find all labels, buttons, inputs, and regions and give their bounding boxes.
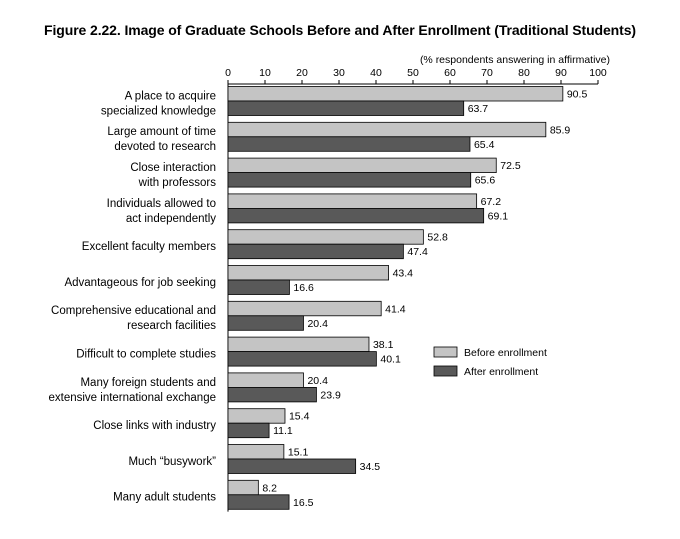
category-label: act independently — [126, 213, 216, 225]
chart-title: Figure 2.22. Image of Graduate Schools B… — [44, 22, 636, 38]
bar-before — [227, 444, 285, 460]
category-labels: A place to acquire specialized knowledge L… — [48, 90, 216, 503]
bar-before — [227, 193, 478, 209]
value-label-after: 34.5 — [360, 461, 381, 473]
bar-after — [227, 422, 270, 439]
bar-after — [227, 172, 472, 188]
x-tick-label: 40 — [370, 67, 382, 79]
bar-after — [227, 494, 290, 510]
x-tick-label: 70 — [481, 67, 493, 79]
bar-after — [227, 100, 465, 116]
bar-after — [227, 279, 290, 295]
category-label: Advantageous for job seeking — [64, 277, 216, 289]
value-label-before: 15.1 — [288, 447, 309, 459]
bar-before — [227, 408, 286, 424]
value-label-after: 63.7 — [468, 103, 489, 115]
bar-before — [227, 121, 547, 138]
category-label: extensive international exchange — [48, 392, 216, 404]
bar-before — [227, 300, 382, 317]
x-tick-label: 100 — [589, 67, 607, 79]
value-label-after: 69.1 — [488, 210, 509, 222]
bar-before — [227, 336, 370, 353]
category-label: A place to acquire — [125, 90, 216, 102]
x-tick-label: 50 — [407, 67, 419, 79]
category-label: Many foreign students and — [80, 377, 216, 389]
category-label: Much “busywork” — [128, 456, 216, 468]
bar-before — [227, 479, 259, 496]
value-label-before: 43.4 — [393, 268, 414, 280]
x-tick-label: 60 — [444, 67, 456, 79]
x-axis: 0 10 20 30 40 50 60 70 80 90 100 — [225, 67, 607, 512]
bar-before — [227, 157, 497, 174]
category-label: Many adult students — [113, 492, 216, 504]
bar-after — [227, 243, 404, 260]
bars: 90.5 63.7 85.9 65.4 72.5 65.6 67.2 69.1 52.8 47.4… — [227, 86, 588, 510]
value-label-before: 67.2 — [481, 196, 502, 208]
legend: Before enrollment After enrollment — [433, 346, 547, 378]
category-label: devoted to research — [114, 141, 216, 153]
x-tick-label: 20 — [296, 67, 308, 79]
category-label: specialized knowledge — [101, 105, 216, 117]
bar-before — [227, 372, 304, 388]
value-label-after: 23.9 — [320, 389, 341, 401]
value-label-after: 16.5 — [293, 497, 314, 509]
axis-caption: (% respondents answering in affirmative) — [420, 54, 610, 66]
value-label-after: 40.1 — [380, 354, 401, 366]
value-label-after: 65.6 — [475, 175, 496, 187]
category-label: Close interaction — [130, 162, 216, 174]
bar-after — [227, 386, 317, 403]
category-label: with professors — [138, 177, 217, 189]
bar-before — [227, 229, 424, 245]
value-label-before: 85.9 — [550, 124, 571, 136]
category-label: research facilities — [127, 320, 216, 332]
bar-after — [227, 136, 471, 152]
legend-swatch — [433, 365, 458, 377]
bar-after — [227, 458, 357, 474]
value-label-before: 8.2 — [262, 482, 277, 494]
legend-label: After enrollment — [464, 366, 538, 378]
x-tick-label: 90 — [555, 67, 567, 79]
x-tick-label: 0 — [225, 67, 231, 79]
bar-after — [227, 315, 304, 331]
value-label-before: 90.5 — [567, 89, 588, 101]
value-label-before: 72.5 — [500, 160, 521, 172]
bar-before — [227, 86, 564, 102]
legend-swatch — [433, 346, 458, 358]
x-tick-label: 80 — [518, 67, 530, 79]
x-tick-label: 10 — [259, 67, 271, 79]
bar-after — [227, 207, 485, 224]
category-label: Large amount of time — [107, 126, 216, 138]
value-label-before: 41.4 — [385, 303, 406, 315]
category-label: Individuals allowed to — [107, 198, 216, 210]
value-label-before: 38.1 — [373, 339, 394, 351]
value-label-after: 47.4 — [407, 246, 428, 258]
value-label-after: 16.6 — [293, 282, 314, 294]
bar-before — [227, 265, 389, 281]
value-label-before: 52.8 — [427, 232, 448, 244]
legend-label: Before enrollment — [464, 347, 547, 359]
category-label: Close links with industry — [93, 420, 216, 432]
bar-after — [227, 351, 377, 367]
value-label-before: 15.4 — [289, 411, 310, 423]
category-label: Difficult to complete studies — [76, 349, 216, 361]
value-label-after: 65.4 — [474, 139, 495, 151]
category-label: Excellent faculty members — [82, 241, 216, 253]
x-tick-label: 30 — [333, 67, 345, 79]
value-label-after: 20.4 — [307, 318, 328, 330]
value-label-before: 20.4 — [307, 375, 328, 387]
category-label: Comprehensive educational and — [51, 305, 216, 317]
value-label-after: 11.1 — [273, 425, 293, 437]
